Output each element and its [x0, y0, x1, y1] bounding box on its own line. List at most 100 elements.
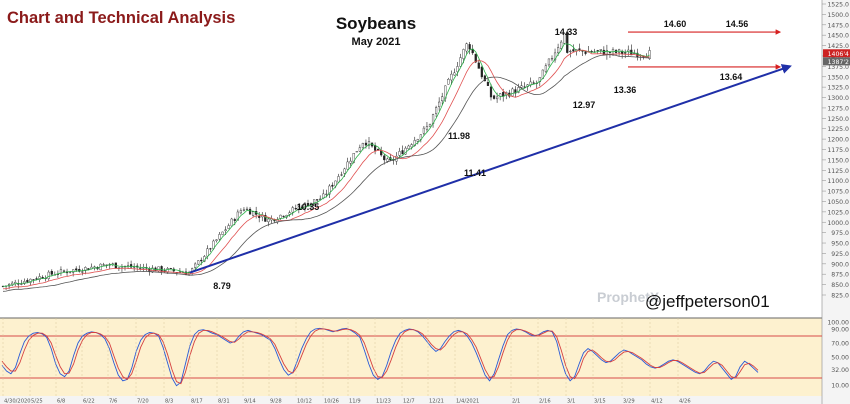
- candle-body: [139, 267, 142, 269]
- date-tick-label: 4/26: [679, 399, 691, 404]
- osc-tick-label: 70.00: [831, 341, 849, 348]
- date-tick-label: 12/21: [429, 399, 444, 404]
- candle-body: [456, 66, 459, 72]
- candle-body: [29, 278, 32, 283]
- price-axis-panel: [822, 0, 850, 404]
- date-tick-label: 4/30/2020: [4, 399, 31, 404]
- candle-body: [169, 268, 172, 270]
- candle-body: [334, 180, 337, 187]
- candle-body: [532, 82, 535, 84]
- candle-body: [233, 219, 236, 221]
- date-tick-label: 9/28: [270, 399, 282, 404]
- price-annotation: 14.60: [664, 19, 687, 29]
- candle-body: [38, 276, 41, 280]
- date-tick-label: 6/22: [83, 399, 95, 404]
- price-tick-label: 1350.0: [827, 74, 849, 81]
- candle-body: [367, 141, 371, 146]
- candle-body: [209, 248, 212, 250]
- price-annotation: 11.41: [464, 168, 486, 178]
- price-tick-label: 1125.0: [827, 168, 849, 175]
- price-tick-label: 1000.0: [827, 220, 849, 227]
- date-tick-label: 7/20: [137, 399, 149, 404]
- candle-body: [358, 147, 361, 152]
- candle-body: [438, 101, 441, 108]
- oscillator-panel: [0, 318, 822, 396]
- osc-tick-label: 50.00: [831, 355, 849, 362]
- candle-body: [578, 48, 581, 51]
- date-tick-label: 11/23: [376, 399, 391, 404]
- candle-body: [59, 269, 63, 274]
- candle-body: [648, 50, 651, 59]
- last-price-label: 1406'4: [828, 51, 849, 58]
- candle-body: [599, 49, 602, 51]
- price-tick-label: 975.0: [831, 230, 849, 237]
- candle-body: [303, 202, 307, 209]
- date-tick-label: 2/1: [512, 399, 520, 404]
- date-tick-label: 11/9: [349, 399, 361, 404]
- price-tick-label: 850.0: [831, 282, 849, 289]
- price-annotation: 13.64: [720, 72, 743, 82]
- candle-body: [364, 142, 368, 146]
- candle-body: [459, 57, 462, 67]
- candle-body: [184, 271, 188, 275]
- main-plot-area: [0, 0, 822, 318]
- candle-body: [218, 234, 221, 240]
- price-annotation: 11.98: [448, 131, 470, 141]
- price-tick-label: 1275.0: [827, 105, 849, 112]
- candle-body: [313, 199, 316, 204]
- candle-body: [230, 218, 233, 227]
- date-tick-label: 3/15: [594, 399, 606, 404]
- date-tick-label: 10/26: [324, 399, 339, 404]
- ma-price-box: [823, 57, 850, 66]
- candle-body: [547, 58, 551, 66]
- date-tick-label: 8/3: [165, 399, 173, 404]
- candle-body: [435, 107, 438, 114]
- candle-body: [441, 96, 444, 102]
- candle-body: [236, 211, 239, 221]
- candle-body: [416, 139, 419, 142]
- price-annotation: 12.97: [573, 100, 596, 110]
- candle-body: [352, 153, 355, 163]
- candle-body: [544, 65, 547, 72]
- candle-body: [477, 62, 480, 69]
- price-annotation: 13.36: [614, 85, 637, 95]
- candle-body: [422, 127, 425, 134]
- candle-body: [35, 278, 38, 280]
- date-tick-label: 3/29: [623, 399, 635, 404]
- candle-body: [383, 155, 386, 161]
- candle-body: [224, 229, 227, 232]
- candle-body: [206, 248, 209, 257]
- candle-body: [633, 53, 636, 55]
- date-tick-label: 5/25: [31, 399, 43, 404]
- candle-body: [239, 210, 242, 214]
- candle-body: [361, 143, 364, 148]
- candle-body: [557, 47, 560, 53]
- candle-body: [221, 231, 224, 235]
- candle-body: [346, 161, 349, 170]
- candle-body: [331, 184, 334, 187]
- candle-body: [410, 144, 413, 148]
- candle-body: [197, 260, 200, 265]
- candle-body: [523, 86, 526, 88]
- candle-body: [624, 52, 627, 54]
- candle-body: [227, 225, 230, 229]
- candle-body: [486, 82, 490, 86]
- candle-body: [242, 209, 246, 211]
- author-handle: @jeffpeterson01: [645, 292, 770, 311]
- candle-body: [251, 211, 255, 216]
- ma-mid-line: [2, 49, 650, 290]
- date-tick-label: 6/8: [57, 399, 65, 404]
- candle-body: [62, 270, 66, 272]
- candle-body: [453, 72, 456, 76]
- candle-body: [474, 53, 477, 63]
- candle-body: [50, 271, 53, 275]
- date-tick-label: 10/12: [297, 399, 312, 404]
- price-tick-label: 1375.0: [827, 64, 849, 71]
- price-annotation: 10.35: [297, 202, 320, 212]
- ma-short-line: [2, 43, 650, 287]
- candle-body: [72, 269, 75, 273]
- date-tick-label: 8/31: [218, 399, 230, 404]
- candle-body: [492, 95, 496, 99]
- date-tick-label: 9/14: [244, 399, 256, 404]
